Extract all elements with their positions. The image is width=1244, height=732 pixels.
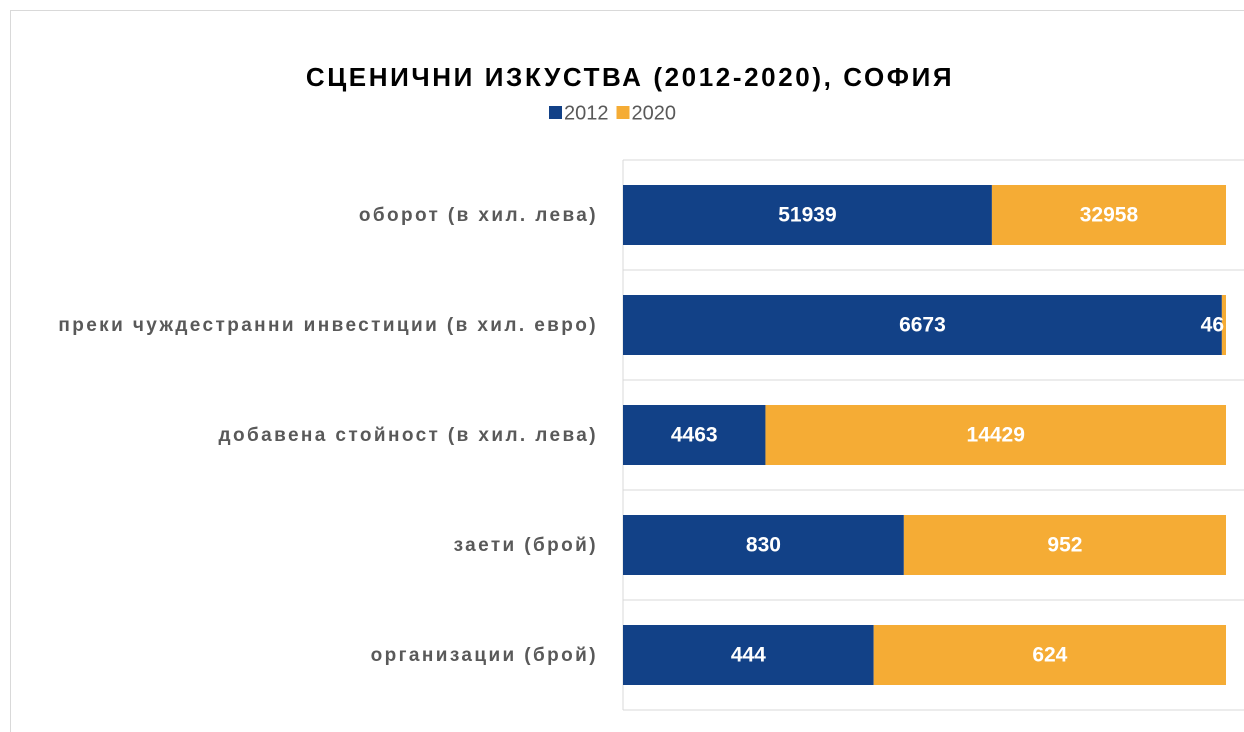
bar-segment — [991, 185, 1226, 245]
bar-segment — [873, 625, 1226, 685]
category-label-box: заети (брой) — [23, 505, 598, 585]
legend-label: 2012 — [564, 102, 609, 124]
data-label: 444 — [731, 644, 766, 667]
bar-segment — [623, 625, 874, 685]
category-label-box: преки чуждестранни инвестиции (в хил. ев… — [23, 285, 598, 365]
data-label: 32958 — [1080, 204, 1139, 227]
category-label-box: организации (брой) — [23, 615, 598, 695]
data-label: 4463 — [671, 424, 718, 447]
data-label: 6673 — [899, 314, 946, 337]
bar-segment — [623, 185, 992, 245]
category-label-box: добавена стойност (в хил. лева) — [23, 395, 598, 475]
bar-segment — [623, 295, 1222, 355]
legend-swatch — [616, 106, 630, 119]
category-label: заети (брой) — [453, 534, 598, 556]
bar-segment — [623, 405, 766, 465]
category-label: оборот (в хил. лева) — [358, 204, 598, 226]
chart-border — [10, 10, 1244, 732]
legend-swatch — [549, 106, 562, 119]
data-label: 14429 — [967, 424, 1025, 447]
bar-segment — [1221, 295, 1226, 355]
chart-title: СЦЕНИЧНИ ИЗКУСТВА (2012-2020), СОФИЯ — [306, 62, 954, 92]
bar-segment — [765, 405, 1226, 465]
category-label: преки чуждестранни инвестиции (в хил. ев… — [58, 314, 598, 336]
data-label: 624 — [1032, 644, 1067, 667]
category-label-box: оборот (в хил. лева) — [23, 175, 598, 255]
bar-segment — [903, 515, 1226, 575]
data-label: 952 — [1047, 534, 1082, 557]
category-label: организации (брой) — [370, 644, 598, 666]
legend-label: 2020 — [632, 102, 677, 124]
category-label: добавена стойност (в хил. лева) — [218, 424, 598, 446]
data-label: 51939 — [778, 204, 836, 227]
bar-segment — [623, 515, 904, 575]
data-label: 830 — [746, 534, 781, 557]
data-label: 46 — [1201, 314, 1224, 337]
